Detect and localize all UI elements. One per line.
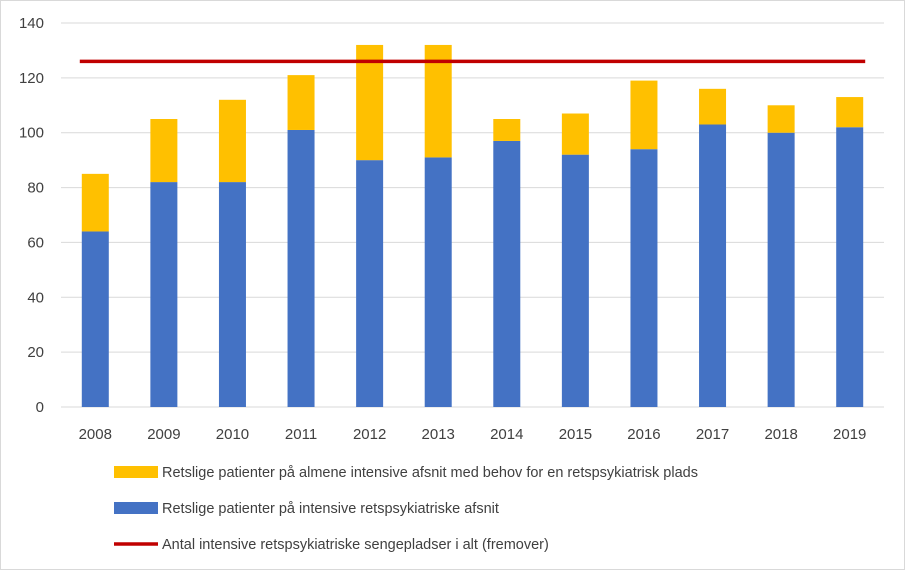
y-tick-label: 120	[19, 70, 44, 87]
bar-2012-series-1	[356, 160, 384, 407]
legend-swatch	[114, 466, 158, 478]
x-tick-label: 2017	[696, 426, 729, 443]
bar-2009-series-2	[150, 119, 178, 183]
bar-2018-series-2	[767, 105, 795, 133]
y-tick-label: 80	[27, 180, 44, 197]
x-tick-label: 2015	[559, 426, 592, 443]
bar-2012-series-2	[356, 44, 384, 161]
bar-2009-series-1	[150, 182, 178, 407]
bar-2008-series-2	[81, 173, 109, 232]
x-tick-label: 2019	[833, 426, 866, 443]
bar-2010-series-2	[218, 99, 246, 183]
legend-item-capacity-line: Antal intensive retspsykiatriske sengepl…	[114, 537, 549, 553]
x-tick-label: 2011	[285, 426, 317, 443]
x-tick-label: 2013	[422, 426, 455, 443]
legend-item-general-intensive: Retslige patienter på almene intensive a…	[114, 465, 698, 481]
x-tick-label: 2018	[764, 426, 797, 443]
bar-2018-series-1	[767, 132, 795, 407]
y-tick-label: 140	[19, 15, 44, 32]
legend-swatch	[114, 502, 158, 514]
bar-2019-series-2	[836, 97, 864, 128]
legend-label: Retslige patienter på intensive retspsyk…	[162, 501, 499, 517]
legend-label: Antal intensive retspsykiatriske sengepl…	[162, 537, 549, 553]
bar-2016-series-1	[630, 149, 658, 407]
bar-2008-series-1	[81, 231, 109, 407]
bar-2019-series-1	[836, 127, 864, 407]
bar-2011-series-2	[287, 75, 315, 130]
y-tick-label: 60	[27, 234, 44, 251]
bar-2011-series-1	[287, 129, 315, 407]
bars	[81, 44, 864, 407]
y-tick-label: 20	[27, 344, 44, 361]
y-tick-label: 100	[19, 125, 44, 142]
x-tick-label: 2010	[216, 426, 249, 443]
x-tick-label: 2016	[627, 426, 660, 443]
legend-label: Retslige patienter på almene intensive a…	[162, 465, 698, 481]
bar-2017-series-1	[699, 124, 727, 407]
bar-2014-series-2	[493, 119, 521, 141]
y-tick-label: 40	[27, 289, 44, 306]
bar-2016-series-2	[630, 80, 658, 150]
bar-2017-series-2	[699, 88, 727, 125]
bar-2010-series-1	[218, 182, 246, 407]
y-tick-label: 0	[36, 399, 44, 416]
bar-2013-series-1	[424, 157, 452, 407]
x-tick-label: 2014	[490, 426, 523, 443]
bar-2015-series-2	[561, 113, 589, 155]
x-tick-label: 2012	[353, 426, 386, 443]
legend-item-forensic-intensive: Retslige patienter på intensive retspsyk…	[114, 501, 499, 517]
x-tick-label: 2009	[147, 426, 180, 443]
bar-2013-series-2	[424, 44, 452, 158]
x-tick-label: 2008	[79, 426, 112, 443]
axes: 0 20 40 60 80 100 120 140 2008 2009 2010 2011 2012 20…	[19, 15, 866, 443]
bar-2014-series-1	[493, 140, 521, 407]
legend: Retslige patienter på almene intensive a…	[114, 465, 698, 553]
bar-2015-series-1	[561, 154, 589, 407]
gridlines	[61, 22, 884, 408]
